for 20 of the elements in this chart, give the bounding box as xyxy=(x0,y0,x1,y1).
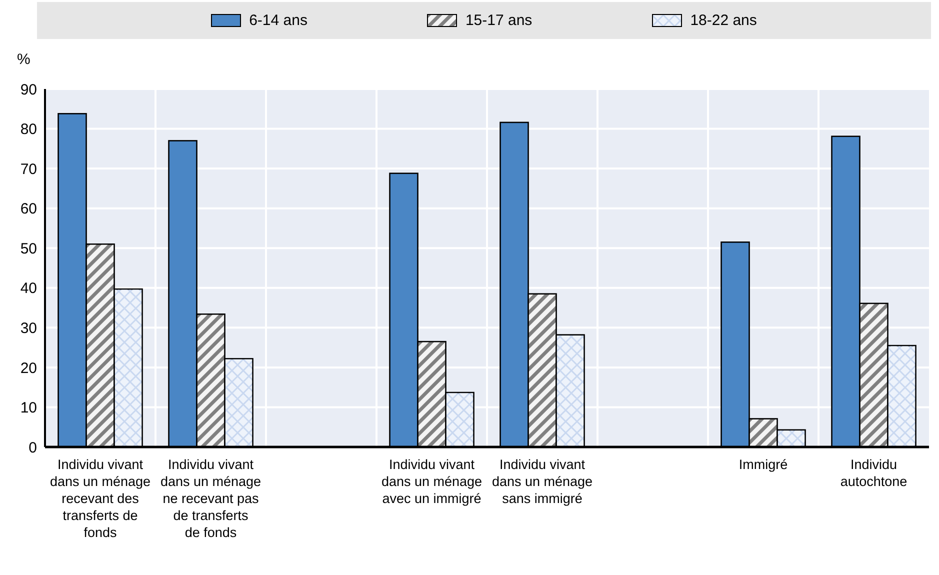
x-tick-label: Individu vivant dans un ménage sans immigré xyxy=(492,457,593,506)
x-tick-label: Immigré xyxy=(738,457,788,472)
x-tick-label: Individu vivant dans un ménage recevant des transferts de fonds xyxy=(50,457,151,540)
y-tick-label: 50 xyxy=(20,240,37,258)
x-tick-label: Individu autochtone xyxy=(840,457,908,489)
x-tick-label: Individu vivant dans un ménage ne recevant pas de transferts de fonds xyxy=(160,457,262,540)
y-tick-label: 60 xyxy=(20,200,37,218)
legend-label: 15-17 ans xyxy=(465,12,532,29)
y-tick-label: 30 xyxy=(20,320,37,337)
y-tick-label: 10 xyxy=(20,400,37,417)
x-tick-label: Individu vivant dans un ménage avec un immigré xyxy=(381,457,482,506)
legend-label: 18-22 ans xyxy=(690,12,757,29)
y-tick-label: 70 xyxy=(20,160,37,178)
y-tick-label: 90 xyxy=(20,81,37,98)
y-axis-title: % xyxy=(17,51,30,68)
y-tick-label: 80 xyxy=(20,121,37,138)
legend-label: 6-14 ans xyxy=(249,12,308,29)
y-tick-label: 0 xyxy=(28,439,37,456)
y-tick-label: 40 xyxy=(20,280,37,298)
y-tick-label: 20 xyxy=(20,360,37,377)
